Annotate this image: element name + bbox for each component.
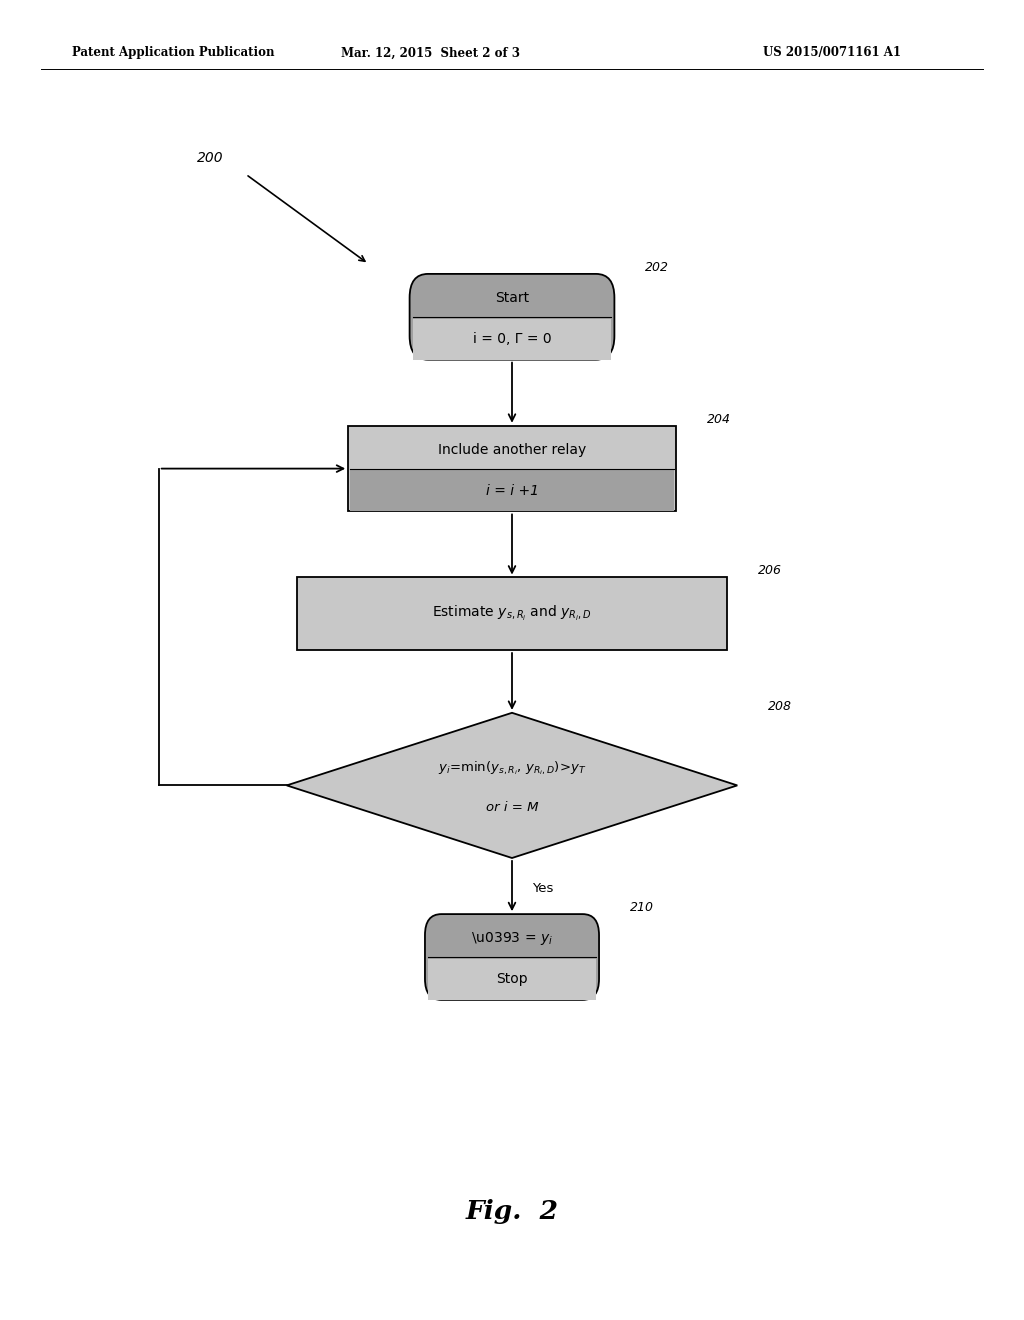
Text: i = 0, Γ = 0: i = 0, Γ = 0	[473, 333, 551, 346]
FancyBboxPatch shape	[425, 913, 599, 1001]
Polygon shape	[287, 713, 737, 858]
Text: i = i +1: i = i +1	[485, 484, 539, 498]
Text: $\it{y_i}$=min($\it{y}$$_{s,R_i}$, $\it{y}$$_{R_i,D}$)>$\it{y}$$_T$: $\it{y_i}$=min($\it{y}$$_{s,R_i}$, $\it{…	[438, 759, 586, 776]
FancyBboxPatch shape	[410, 275, 614, 359]
Text: \u0393 = $\it{y_i}$: \u0393 = $\it{y_i}$	[471, 929, 553, 946]
Text: Start: Start	[495, 290, 529, 305]
Bar	[428, 958, 596, 1001]
Text: 208: 208	[768, 700, 792, 713]
Text: Patent Application Publication: Patent Application Publication	[72, 46, 274, 59]
Bar	[350, 470, 674, 511]
Text: Stop: Stop	[497, 973, 527, 986]
Text: 210: 210	[630, 902, 653, 913]
Bar	[297, 577, 727, 649]
Text: or i = M: or i = M	[485, 801, 539, 813]
Text: Fig.  2: Fig. 2	[466, 1200, 558, 1224]
Text: 204: 204	[707, 413, 730, 425]
Text: 202: 202	[645, 261, 669, 273]
Text: Mar. 12, 2015  Sheet 2 of 3: Mar. 12, 2015 Sheet 2 of 3	[341, 46, 519, 59]
Text: Include another relay: Include another relay	[438, 442, 586, 457]
Bar	[348, 425, 676, 511]
Text: 200: 200	[197, 152, 223, 165]
Text: Estimate $\it{y}$$_{s,R_i}$ and $\it{y}$$_{R_i,D}$: Estimate $\it{y}$$_{s,R_i}$ and $\it{y}$…	[432, 605, 592, 623]
Text: US 2015/0071161 A1: US 2015/0071161 A1	[763, 46, 901, 59]
Text: Yes: Yes	[532, 882, 553, 895]
Bar	[413, 318, 611, 359]
Text: 206: 206	[758, 565, 781, 577]
